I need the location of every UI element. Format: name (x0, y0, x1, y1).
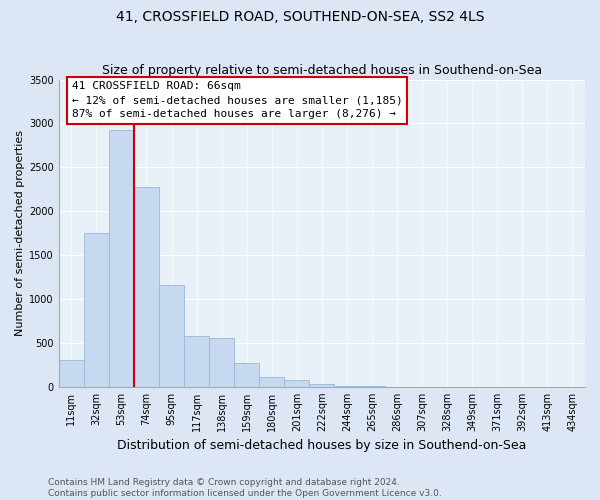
Bar (59, 360, 84, 387)
Bar (134, 186, 159, 387)
Text: Contains HM Land Registry data © Crown copyright and database right 2024.
Contai: Contains HM Land Registry data © Crown c… (48, 478, 442, 498)
Title: Size of property relative to semi-detached houses in Southend-on-Sea: Size of property relative to semi-detach… (102, 64, 542, 77)
X-axis label: Distribution of semi-detached houses by size in Southend-on-Sea: Distribution of semi-detached houses by … (117, 440, 527, 452)
Bar (234, 363, 259, 387)
Bar (284, 380, 310, 387)
Bar (209, 338, 234, 387)
Text: 41 CROSSFIELD ROAD: 66sqm
← 12% of semi-detached houses are smaller (1,185)
87% : 41 CROSSFIELD ROAD: 66sqm ← 12% of semi-… (72, 82, 403, 120)
Bar (84, 233, 109, 387)
Bar (159, 285, 184, 387)
Bar (109, 130, 134, 387)
Bar (259, 377, 284, 387)
Text: 41, CROSSFIELD ROAD, SOUTHEND-ON-SEA, SS2 4LS: 41, CROSSFIELD ROAD, SOUTHEND-ON-SEA, SS… (116, 10, 484, 24)
Bar (334, 386, 359, 387)
Bar (184, 336, 209, 387)
Bar (310, 384, 334, 387)
Y-axis label: Number of semi-detached properties: Number of semi-detached properties (15, 130, 25, 336)
